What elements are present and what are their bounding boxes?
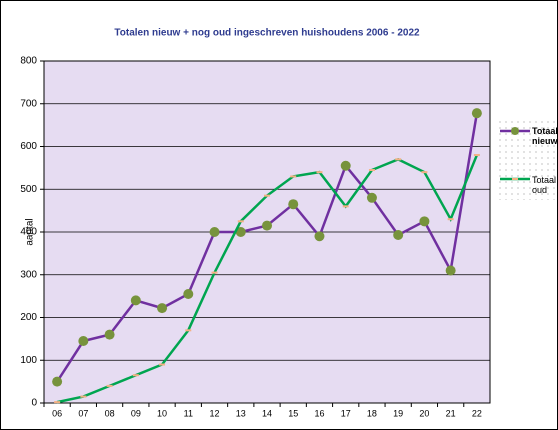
marker	[237, 220, 244, 223]
marker	[130, 295, 141, 306]
x-tick-label: 17	[341, 408, 351, 418]
legend-marker	[512, 178, 518, 180]
marker	[80, 395, 87, 398]
marker	[159, 363, 166, 366]
marker	[235, 227, 246, 237]
marker	[290, 175, 297, 178]
x-tick-label: 12	[210, 408, 220, 418]
y-tick-label: 100	[20, 355, 37, 366]
x-tick-label: 21	[446, 408, 456, 418]
chart-title: Totalen nieuw + nog oud ingeschreven hui…	[114, 28, 420, 39]
marker	[183, 288, 194, 299]
marker	[421, 171, 428, 174]
x-tick-label: 18	[367, 408, 377, 418]
marker	[264, 194, 270, 197]
marker	[211, 271, 218, 274]
marker	[185, 329, 192, 332]
marker	[314, 231, 325, 242]
x-tick-label: 13	[236, 408, 246, 418]
y-tick-label: 400	[20, 227, 37, 238]
marker	[393, 229, 404, 240]
marker	[78, 336, 89, 347]
x-tick-label: 14	[262, 408, 272, 418]
y-tick-label: 0	[31, 398, 37, 409]
marker	[104, 329, 115, 340]
x-tick-label: 15	[288, 408, 298, 418]
y-tick-label: 700	[20, 98, 37, 109]
marker	[340, 160, 351, 171]
marker	[106, 384, 113, 387]
y-tick-label: 300	[20, 269, 37, 280]
x-tick-label: 09	[131, 408, 141, 418]
marker	[262, 220, 272, 231]
x-tick-label: 08	[105, 408, 115, 418]
legend-label: Totaal oud	[532, 175, 557, 195]
marker	[447, 218, 454, 221]
y-tick-label: 200	[20, 312, 37, 323]
marker	[471, 108, 482, 119]
marker	[316, 171, 323, 174]
y-tick-label: 500	[20, 184, 37, 195]
marker	[445, 265, 456, 276]
marker	[395, 158, 402, 161]
marker	[419, 216, 430, 227]
y-tick-label: 600	[20, 141, 37, 152]
marker	[288, 199, 299, 210]
x-tick-label: 07	[78, 408, 88, 418]
marker	[54, 401, 61, 404]
x-tick-label: 11	[184, 408, 193, 418]
marker	[209, 227, 220, 237]
x-tick-label: 10	[157, 408, 167, 418]
y-tick-label: 800	[20, 56, 37, 67]
marker	[366, 192, 377, 203]
x-tick-label: 06	[52, 408, 62, 418]
legend-label: Totaal nieuw	[532, 126, 558, 146]
marker	[368, 169, 375, 172]
marker	[52, 376, 63, 387]
marker	[473, 154, 480, 157]
x-tick-label: 19	[393, 408, 403, 418]
x-tick-label: 22	[472, 408, 482, 418]
marker	[132, 374, 139, 377]
y-axis-label: aantal	[25, 218, 36, 245]
marker	[342, 205, 349, 208]
x-tick-label: 20	[419, 408, 429, 418]
marker	[157, 303, 168, 314]
x-tick-label: 16	[314, 408, 324, 418]
legend-marker	[511, 127, 519, 135]
